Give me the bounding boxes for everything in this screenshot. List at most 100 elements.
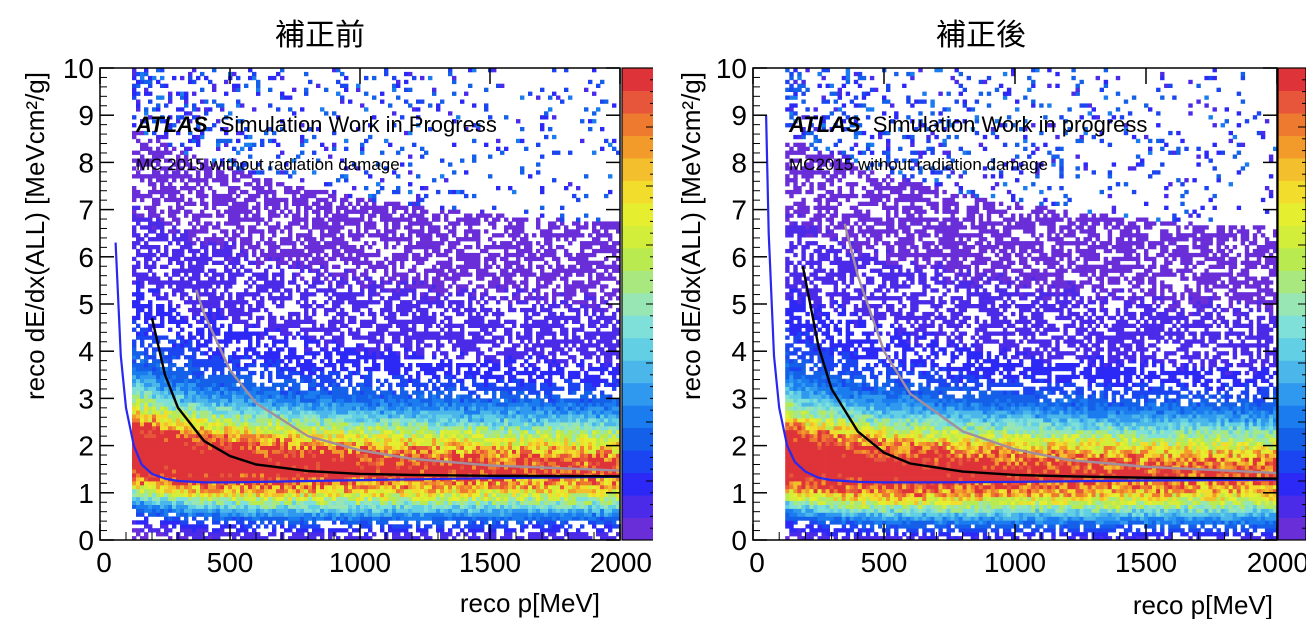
heatmap-cell	[156, 500, 161, 505]
heatmap-cell	[248, 304, 253, 309]
heatmap-cell	[288, 374, 293, 380]
heatmap-cell	[380, 209, 385, 214]
heatmap-cell	[248, 343, 253, 348]
heatmap-cell	[168, 307, 173, 313]
heatmap-cell	[232, 418, 237, 423]
heatmap-cell	[260, 488, 265, 494]
heatmap-cell	[304, 237, 309, 242]
heatmap-cell	[132, 429, 137, 435]
heatmap-cell	[380, 496, 385, 501]
heatmap-cell	[368, 323, 373, 328]
heatmap-cell	[208, 532, 213, 537]
heatmap-cell	[140, 425, 145, 431]
heatmap-cell	[244, 127, 249, 132]
heatmap-cell	[136, 331, 141, 336]
heatmap-cell	[164, 394, 169, 399]
heatmap-cell	[132, 256, 137, 262]
heatmap-cell	[272, 477, 277, 482]
heatmap-cell	[152, 213, 157, 218]
heatmap-cell	[236, 496, 241, 501]
heatmap-cell	[280, 339, 285, 344]
heatmap-cell	[272, 473, 277, 478]
heatmap-cell	[156, 370, 161, 376]
heatmap-cell	[136, 481, 141, 486]
heatmap-cell	[216, 272, 221, 277]
heatmap-cell	[288, 449, 293, 454]
heatmap-cell	[184, 500, 189, 505]
heatmap-cell	[172, 252, 177, 258]
heatmap-cell	[292, 500, 297, 505]
heatmap-cell	[332, 445, 337, 450]
heatmap-cell	[340, 213, 345, 218]
heatmap-cell	[356, 394, 361, 399]
heatmap-cell	[272, 335, 277, 340]
heatmap-cell	[220, 323, 225, 328]
heatmap-cell	[352, 315, 357, 321]
heatmap-cell	[204, 300, 209, 305]
heatmap-cell	[152, 512, 157, 517]
heatmap-cell	[352, 217, 357, 222]
heatmap-cell	[304, 465, 309, 470]
heatmap-cell	[328, 398, 333, 403]
heatmap-cell	[212, 323, 217, 328]
heatmap-cell	[196, 465, 201, 470]
heatmap-cell	[180, 425, 185, 431]
heatmap-cell	[380, 433, 385, 439]
heatmap-cell	[244, 162, 249, 167]
heatmap-cell	[308, 386, 313, 391]
heatmap-cell	[132, 457, 137, 462]
heatmap-cell	[136, 296, 141, 301]
heatmap-cell	[232, 280, 237, 285]
heatmap-cell	[136, 429, 141, 435]
heatmap-cell	[312, 241, 317, 246]
heatmap-cell	[304, 406, 309, 411]
heatmap-cell	[200, 264, 205, 269]
heatmap-cell	[272, 248, 277, 254]
heatmap-cell	[288, 248, 293, 254]
heatmap-cell	[368, 296, 373, 301]
heatmap-cell	[280, 484, 285, 490]
heatmap-cell	[228, 449, 233, 454]
heatmap-cell	[264, 484, 269, 490]
heatmap-cell	[144, 406, 149, 411]
heatmap-cell	[268, 418, 273, 423]
heatmap-cell	[244, 496, 249, 501]
heatmap-cell	[172, 162, 177, 167]
heatmap-cell	[208, 374, 213, 380]
heatmap-cell	[252, 386, 257, 391]
heatmap-cell	[308, 284, 313, 289]
heatmap-cell	[156, 189, 161, 195]
heatmap-cell	[192, 492, 197, 498]
heatmap-cell	[236, 422, 241, 427]
heatmap-cell	[196, 441, 201, 446]
heatmap-cell	[264, 221, 269, 226]
heatmap-cell	[268, 406, 273, 411]
heatmap-cell	[224, 524, 229, 529]
heatmap-cell	[380, 99, 385, 104]
heatmap-cell	[208, 296, 213, 301]
heatmap-cell	[392, 288, 397, 293]
heatmap-cell	[140, 166, 145, 171]
heatmap-cell	[396, 425, 401, 431]
heatmap-cell	[168, 256, 173, 262]
heatmap-cell	[364, 410, 369, 415]
heatmap-cell	[172, 437, 177, 442]
heatmap-cell	[248, 437, 253, 442]
heatmap-cell	[192, 414, 197, 419]
heatmap-cell	[144, 382, 149, 387]
heatmap-cell	[280, 284, 285, 289]
heatmap-cell	[148, 288, 153, 293]
heatmap-cell	[228, 272, 233, 277]
heatmap-cell	[184, 453, 189, 458]
heatmap-cell	[148, 162, 153, 167]
heatmap-cell	[200, 252, 205, 258]
heatmap-cell	[268, 441, 273, 446]
heatmap-cell	[200, 425, 205, 431]
heatmap-cell	[224, 425, 229, 431]
heatmap-cell	[156, 103, 161, 108]
heatmap-cell	[132, 382, 137, 387]
heatmap-cell	[396, 339, 401, 344]
heatmap-cell	[320, 229, 325, 234]
heatmap-cell	[244, 461, 249, 466]
heatmap-cell	[284, 445, 289, 450]
